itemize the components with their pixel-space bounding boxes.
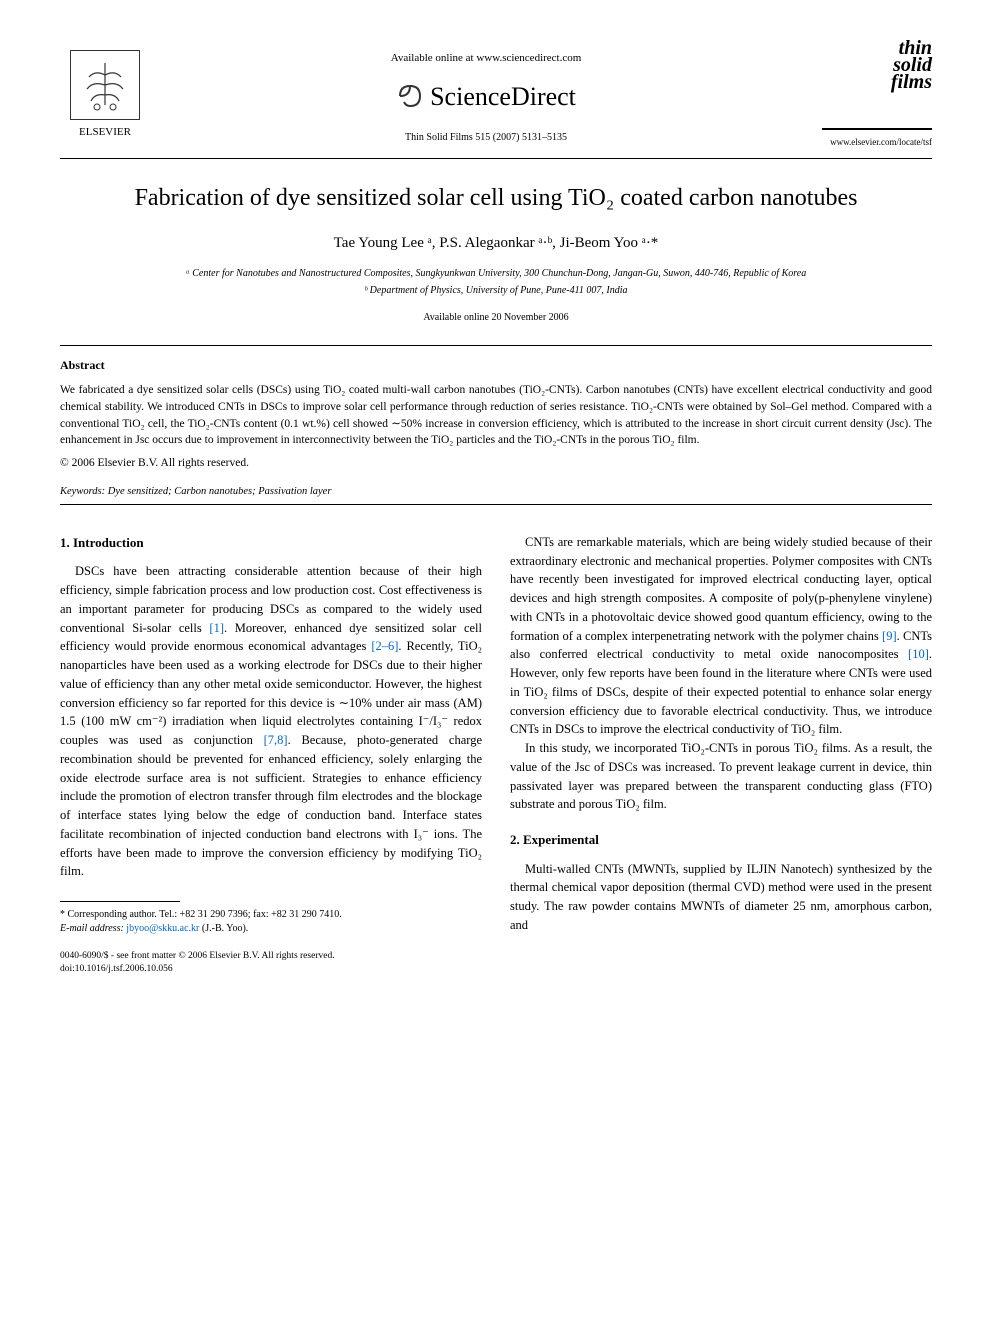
ref-link-7-8[interactable]: [7,8] (264, 733, 288, 747)
ref-link-9[interactable]: [9] (882, 629, 897, 643)
journal-logo-block: thin solid films www.elsevier.com/locate… (822, 40, 932, 150)
footnote-corr: * Corresponding author. Tel.: +82 31 290… (60, 908, 482, 922)
corresponding-author-footnote: * Corresponding author. Tel.: +82 31 290… (60, 908, 482, 936)
footnote-email-link[interactable]: jbyoo@skku.ac.kr (126, 923, 199, 934)
affiliation-b: ᵇ Department of Physics, University of P… (60, 283, 932, 298)
journal-citation: Thin Solid Films 515 (2007) 5131–5135 (150, 130, 822, 145)
footnote-email-tail: (J.-B. Yoo). (199, 923, 248, 934)
section-2-heading: 2. Experimental (510, 830, 932, 850)
abstract-top-rule (60, 345, 932, 346)
elsevier-logo: ELSEVIER (60, 40, 150, 140)
journal-url: www.elsevier.com/locate/tsf (822, 136, 932, 150)
header-rule (60, 158, 932, 159)
abstract-copyright: © 2006 Elsevier B.V. All rights reserved… (60, 455, 932, 472)
abstract-body: We fabricated a dye sensitized solar cel… (60, 382, 932, 449)
footnote-email-line: E-mail address: jbyoo@skku.ac.kr (J.-B. … (60, 922, 482, 936)
center-header: Available online at www.sciencedirect.co… (150, 40, 822, 145)
thin-solid-films-logo: thin solid films (822, 40, 932, 130)
intro-text-1c: . Recently, TiO₂ nanoparticles have been… (60, 639, 482, 747)
available-online-text: Available online at www.sciencedirect.co… (150, 50, 822, 67)
elsevier-tree-icon (70, 50, 140, 120)
authors: Tae Young Lee ᵃ, P.S. Alegaonkar ᵃ·ᵇ, Ji… (60, 232, 932, 255)
issn-line: 0040-6090/$ - see front matter © 2006 El… (60, 950, 482, 963)
col2-paragraph-1: CNTs are remarkable materials, which are… (510, 533, 932, 739)
intro-paragraph-1: DSCs have been attracting considerable a… (60, 562, 482, 881)
abstract-bottom-rule (60, 504, 932, 505)
footnote-email-label: E-mail address: (60, 923, 126, 934)
body-columns: 1. Introduction DSCs have been attractin… (60, 533, 932, 977)
available-date: Available online 20 November 2006 (60, 310, 932, 325)
sciencedirect-icon (396, 82, 424, 110)
right-column: CNTs are remarkable materials, which are… (510, 533, 932, 977)
left-column: 1. Introduction DSCs have been attractin… (60, 533, 482, 977)
col2-text-1a: CNTs are remarkable materials, which are… (510, 535, 932, 643)
elsevier-label: ELSEVIER (79, 124, 131, 141)
affiliation-a: ᵃ Center for Nanotubes and Nanostructure… (60, 266, 932, 281)
experimental-paragraph-1: Multi-walled CNTs (MWNTs, supplied by IL… (510, 860, 932, 935)
ref-link-2-6[interactable]: [2–6] (371, 639, 398, 653)
sciencedirect-text: ScienceDirect (430, 77, 576, 116)
col2-paragraph-2: In this study, we incorporated TiO₂-CNTs… (510, 739, 932, 814)
doi-line: doi:10.1016/j.tsf.2006.10.056 (60, 963, 482, 976)
footnote-rule (60, 901, 180, 902)
ref-link-1[interactable]: [1] (209, 621, 224, 635)
article-title: Fabrication of dye sensitized solar cell… (60, 183, 932, 214)
bottom-meta: 0040-6090/$ - see front matter © 2006 El… (60, 950, 482, 977)
ref-link-10[interactable]: [10] (908, 647, 929, 661)
sciencedirect-logo: ScienceDirect (396, 77, 576, 116)
tsf-line3: films (822, 74, 932, 91)
intro-text-1d: . Because, photo-generated charge recomb… (60, 733, 482, 878)
keywords: Keywords: Dye sensitized; Carbon nanotub… (60, 484, 932, 500)
page-header: ELSEVIER Available online at www.science… (60, 40, 932, 150)
abstract-heading: Abstract (60, 356, 932, 374)
section-1-heading: 1. Introduction (60, 533, 482, 553)
